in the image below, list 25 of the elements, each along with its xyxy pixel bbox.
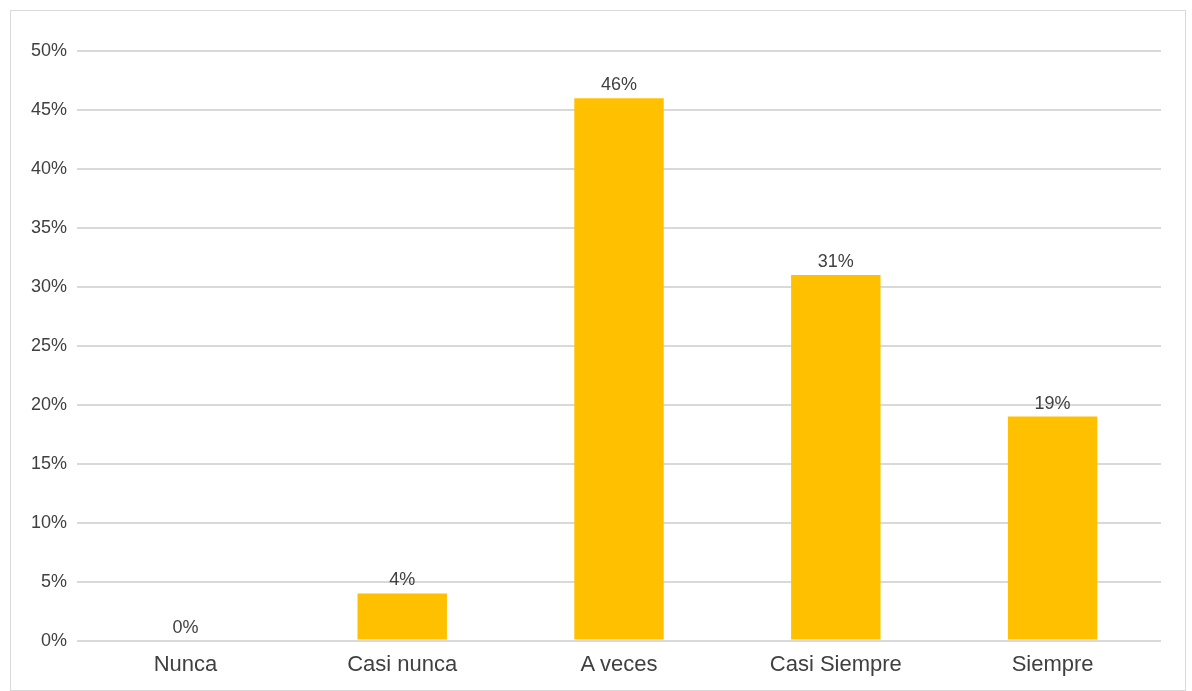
data-label: 31% (817, 251, 854, 272)
data-label: 0% (172, 616, 199, 637)
y-tick-label: 40% (31, 157, 68, 178)
y-tick-label: 25% (31, 334, 68, 355)
y-tick-label: 10% (31, 511, 68, 532)
bar (1007, 416, 1098, 640)
bar (574, 98, 664, 640)
x-tick-label: Nunca (153, 650, 218, 676)
x-tick-label: Siempre (1011, 650, 1094, 676)
x-tick-label: Casi Siempre (769, 650, 902, 676)
y-tick-label: 30% (31, 275, 68, 296)
y-tick-label: 35% (31, 216, 68, 237)
bar (791, 275, 881, 640)
x-tick-label: A veces (580, 650, 658, 676)
data-label: 46% (601, 74, 638, 95)
y-tick-label: 5% (41, 570, 68, 591)
y-tick-label: 0% (41, 629, 68, 650)
y-tick-label: 20% (31, 393, 68, 414)
y-tick-label: 15% (31, 452, 68, 473)
data-label: 19% (1034, 392, 1071, 413)
y-tick-label: 45% (31, 98, 68, 119)
bar (357, 593, 447, 640)
x-tick-label: Casi nunca (347, 650, 459, 676)
data-label: 4% (389, 569, 416, 590)
y-tick-label: 50% (31, 39, 68, 60)
